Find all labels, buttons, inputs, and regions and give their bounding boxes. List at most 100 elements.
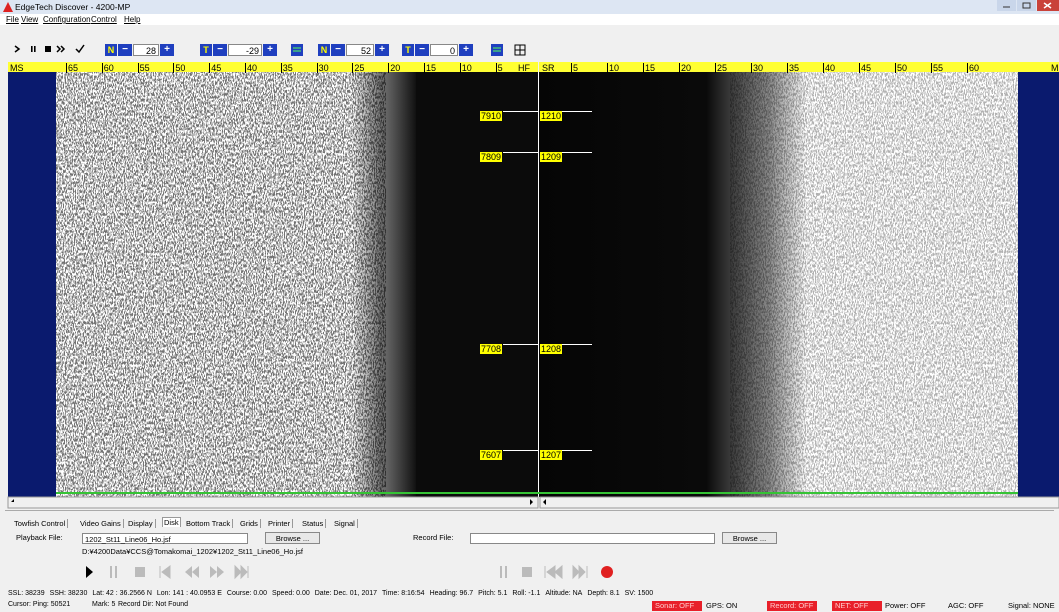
ruler-tick: 15 <box>643 63 656 73</box>
ruler-tick: 50 <box>173 63 186 73</box>
menu-item[interactable]: Configuration <box>43 15 91 24</box>
ruler-tick: 40 <box>823 63 836 73</box>
toolbar-icon[interactable]: N <box>318 44 330 56</box>
tab[interactable]: Display <box>128 519 156 528</box>
ping-line <box>503 344 538 345</box>
status-item: Date: Dec. 01, 2017 <box>314 590 378 597</box>
status-indicator: Sonar: OFF <box>652 601 702 611</box>
status-item: Heading: 96.7 <box>429 590 474 597</box>
separator <box>5 510 1054 511</box>
status-indicator: Power: OFF <box>885 601 926 610</box>
tab[interactable]: Signal <box>334 519 358 528</box>
tab[interactable]: Disk <box>162 517 181 527</box>
status-item: Pitch: 5.1 <box>478 590 508 597</box>
ruler-tick: 10 <box>459 63 472 73</box>
toolbar <box>0 25 1059 62</box>
browse-button[interactable]: Browse ... <box>722 532 777 544</box>
ping-label: 1210 <box>540 111 563 121</box>
menu-item[interactable]: File <box>6 15 19 24</box>
ping-label: 7910 <box>480 111 503 121</box>
minus-button[interactable]: − <box>213 44 227 56</box>
browse-button[interactable]: Browse ... <box>265 532 320 544</box>
status-item: Depth: 8.1 <box>587 590 620 597</box>
menu-item[interactable]: Control <box>91 15 117 24</box>
ping-label: 1208 <box>540 344 563 354</box>
status-item: Lon: 141 : 40.0953 E <box>156 590 222 597</box>
window-title: EdgeTech Discover - 4200-MP <box>15 2 131 12</box>
cursor-item: Record Dir: Not Found <box>118 601 189 608</box>
status-item: Time: 8:16:54 <box>382 590 425 597</box>
ping-label: 7809 <box>480 152 503 162</box>
playback-file-input[interactable]: 1202_St11_Line06_Ho.jsf <box>82 533 248 544</box>
status-indicator: NET: OFF <box>832 601 882 611</box>
ruler-label: M <box>1051 63 1059 73</box>
ruler-tick: 30 <box>316 63 329 73</box>
status-indicator: Record: OFF <box>767 601 817 611</box>
ruler-tick: 5 <box>495 63 503 73</box>
status-item: SSL: 38239 <box>8 590 45 597</box>
value-box[interactable]: -29 <box>228 44 262 56</box>
minus-button[interactable]: − <box>118 44 132 56</box>
status-item: SV: 1500 <box>624 590 654 597</box>
status-indicator: Signal: NONE <box>1008 601 1055 610</box>
title-bar: EdgeTech Discover - 4200-MP <box>0 0 1059 14</box>
cursor-item: Cursor: Ping: 50521 <box>8 601 71 608</box>
ruler-tick: 5 <box>571 63 579 73</box>
plus-button[interactable]: + <box>375 44 389 56</box>
ping-line <box>503 111 538 112</box>
ruler-tick: 25 <box>352 63 365 73</box>
ruler-tick: 50 <box>895 63 908 73</box>
tab[interactable]: Bottom Track <box>186 519 234 528</box>
value-box[interactable]: 28 <box>133 44 159 56</box>
ruler-tick: 55 <box>137 63 150 73</box>
status-item: Course: 0.00 <box>226 590 267 597</box>
ruler-label: MS <box>10 63 24 73</box>
tab[interactable]: Towfish Control <box>14 519 69 528</box>
ping-line <box>562 344 592 345</box>
record-label: Record File: <box>413 533 454 542</box>
ruler-tick: 15 <box>424 63 437 73</box>
ruler-tick: 20 <box>388 63 401 73</box>
ruler-tick: 40 <box>245 63 258 73</box>
tab[interactable]: Printer <box>268 519 294 528</box>
ruler-tick: 25 <box>715 63 728 73</box>
plus-button[interactable]: + <box>263 44 277 56</box>
cursor-item: Mark: 5 <box>92 601 116 608</box>
minus-button[interactable]: − <box>415 44 429 56</box>
port-ruler <box>8 62 538 72</box>
menu-item[interactable]: View <box>21 15 39 24</box>
toolbar-icon[interactable]: T <box>402 44 414 56</box>
record-file-input[interactable] <box>470 533 715 544</box>
ruler-label: HF <box>518 63 530 73</box>
status-indicator: AGC: OFF <box>948 601 984 610</box>
ruler-tick: 60 <box>101 63 114 73</box>
tab[interactable]: Video Gains <box>80 519 124 528</box>
window-controls[interactable] <box>997 0 1059 12</box>
tab[interactable]: Status <box>302 519 327 528</box>
value-box[interactable]: 52 <box>346 44 374 56</box>
ruler-tick: 65 <box>66 63 79 73</box>
ping-label: 1207 <box>540 450 563 460</box>
plus-button[interactable]: + <box>160 44 174 56</box>
ruler-label: SR <box>542 63 555 73</box>
value-box[interactable]: 0 <box>430 44 458 56</box>
tab[interactable]: Grids <box>240 519 261 528</box>
ruler-tick: 55 <box>931 63 944 73</box>
minus-button[interactable]: − <box>331 44 345 56</box>
ruler-tick: 45 <box>209 63 222 73</box>
ping-line <box>503 152 538 153</box>
menu-item[interactable]: Help <box>124 15 141 24</box>
status-item: Lat: 42 : 36.2566 N <box>92 590 152 597</box>
toolbar-icon[interactable]: N <box>105 44 117 56</box>
playback-path: D:¥4200Data¥CCS@Tomakomai_1202¥1202_St11… <box>82 547 303 556</box>
starboard-ruler <box>539 62 1059 72</box>
ping-line <box>562 152 592 153</box>
sonar-display <box>7 62 1059 509</box>
transport-controls[interactable] <box>80 563 620 583</box>
ruler-tick: 20 <box>679 63 692 73</box>
ping-line <box>503 450 538 451</box>
plus-button[interactable]: + <box>459 44 473 56</box>
toolbar-icon[interactable]: T <box>200 44 212 56</box>
playback-label: Playback File: <box>16 533 63 542</box>
